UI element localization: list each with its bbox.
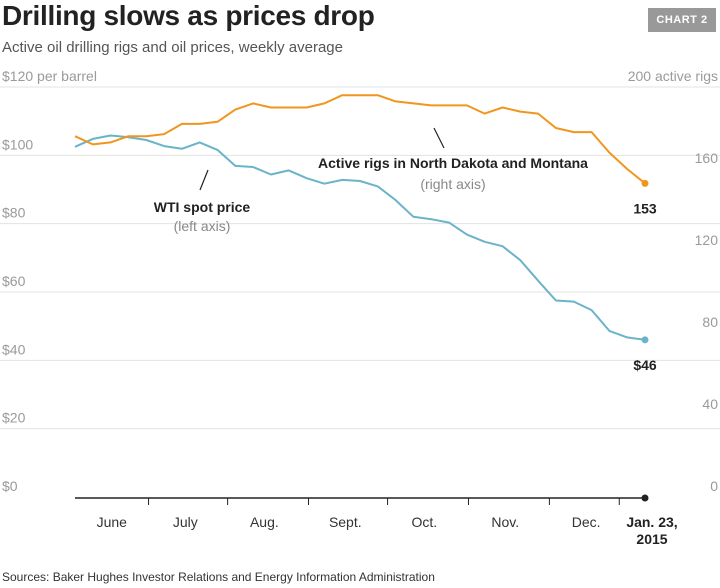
x-tick-label: Dec. [572,514,601,530]
gridlines [0,86,720,430]
x-tick-label: Sept. [329,514,362,530]
right-tick-label: 0 [710,478,718,494]
annotations: $46 153 WTI spot price (left axis) Active ri… [154,127,657,373]
wti-price-line [74,134,646,341]
left-tick-label: $80 [2,205,26,221]
rig-end-value-label: 153 [633,200,657,216]
right-tick-label: 160 [695,150,719,166]
right-tick-label: 200 active rigs [628,68,718,84]
rig-annotation-sub: (right axis) [420,176,485,192]
source-note: Sources: Baker Hughes Investor Relations… [2,570,435,584]
x-axis: June July Aug. Sept. Oct. Nov. Dec. Jan. 23,201… [75,494,678,547]
x-tick-label: July [173,514,198,530]
rig-annotation-label: Active rigs in North Dakota and Montana [318,155,588,171]
x-end-year-label: 2015 [636,531,667,547]
left-tick-label: $60 [2,273,26,289]
right-tick-label: 80 [702,314,718,330]
rig-count-end-marker [641,179,649,187]
left-tick-label: $40 [2,341,26,357]
wti-annotation-label: WTI spot price [154,199,251,215]
left-tick-label: $120 per barrel [2,68,97,84]
right-tick-label: 40 [702,396,718,412]
x-tick-label: Nov. [491,514,519,530]
wti-annotation-sub: (left axis) [174,218,231,234]
left-axis-ticks: $0 $20 $40 $60 $80 $100 $120 per barrel [2,68,97,494]
wti-annotation-leader [199,169,209,191]
x-end-date-label: Jan. 23, [626,514,677,530]
x-tick-label: June [97,514,128,530]
x-axis-end-dot [641,494,649,502]
left-tick-label: $0 [2,478,18,494]
chart-number-badge: CHART 2 [648,8,716,32]
right-tick-label: 120 [695,232,719,248]
rig-count-line [74,94,646,185]
series-lines [74,94,649,344]
left-tick-label: $100 [2,136,33,152]
x-tick-label: Aug. [250,514,279,530]
rig-annotation-leader [433,127,445,149]
chart-title: Drilling slows as prices drop [2,0,375,31]
wti-end-value-label: $46 [633,357,657,373]
x-tick-label: Oct. [412,514,438,530]
right-axis-ticks: 0 40 80 120 160 200 active rigs [628,68,718,494]
wti-price-end-marker [641,336,649,344]
left-tick-label: $20 [2,410,26,426]
chart-subtitle: Active oil drilling rigs and oil prices,… [2,39,343,56]
